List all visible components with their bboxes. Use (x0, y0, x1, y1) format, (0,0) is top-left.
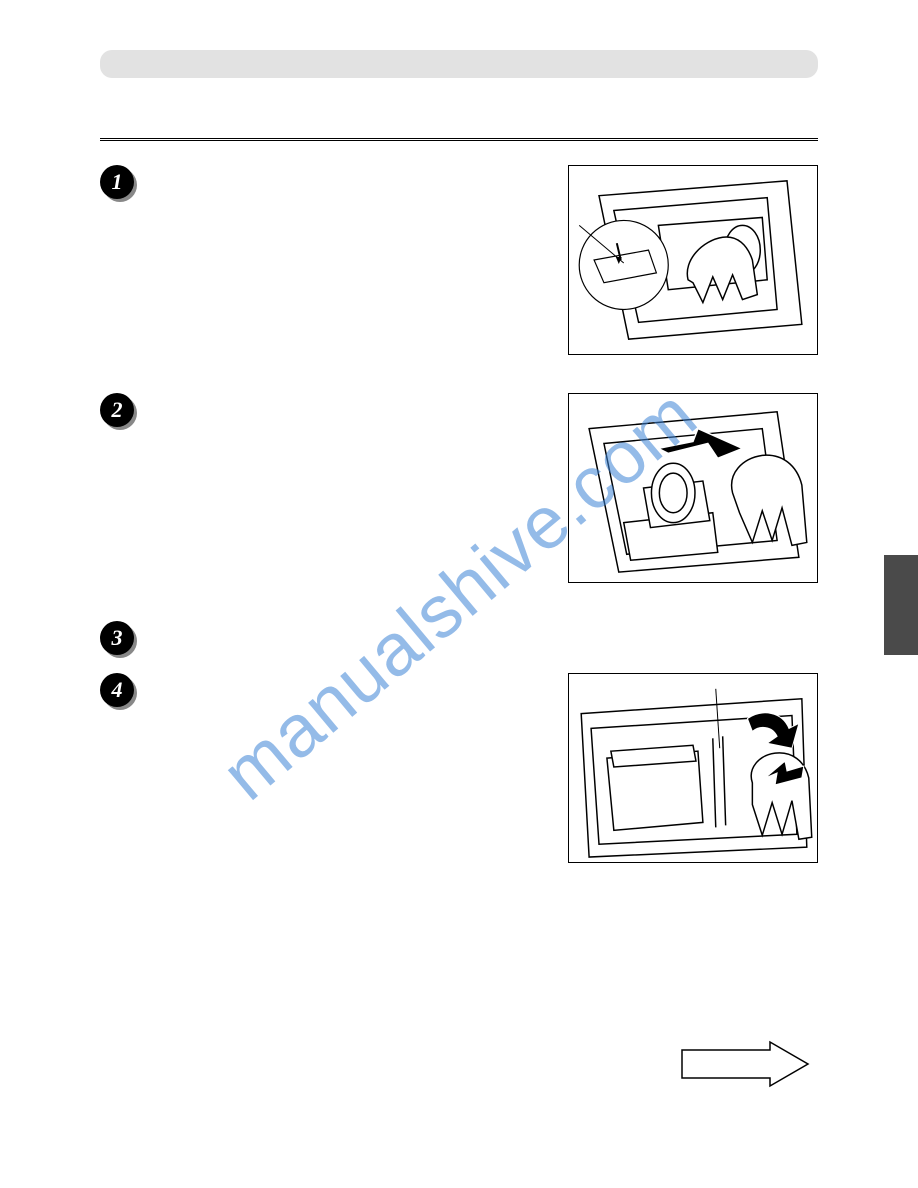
step-3-row: 3 (100, 621, 818, 659)
chapter-tab (884, 555, 918, 655)
figure-step-4 (568, 673, 818, 863)
figure-step-2 (568, 393, 818, 583)
step-number-label: 1 (100, 165, 134, 199)
header-bar (100, 50, 818, 78)
step-2-body (156, 393, 554, 397)
step-number-4: 4 (100, 673, 138, 711)
illustration-step-4 (569, 674, 817, 862)
step-number-label: 2 (100, 393, 134, 427)
figure-step-1 (568, 165, 818, 355)
step-number-1: 1 (100, 165, 138, 203)
step-number-3: 3 (100, 621, 138, 659)
step-2-row: 2 (100, 393, 818, 583)
step-3-body (156, 621, 818, 625)
step-number-label: 3 (100, 621, 134, 655)
step-1-row: 1 (100, 165, 818, 355)
step-1-body (156, 165, 554, 169)
section-rule (100, 138, 818, 141)
step-4-row: 4 (100, 673, 818, 863)
illustration-step-1 (569, 166, 817, 354)
step-number-2: 2 (100, 393, 138, 431)
illustration-step-2 (569, 394, 817, 582)
step-number-label: 4 (100, 673, 134, 707)
next-page-arrow (680, 1040, 810, 1088)
step-4-body (156, 673, 554, 677)
